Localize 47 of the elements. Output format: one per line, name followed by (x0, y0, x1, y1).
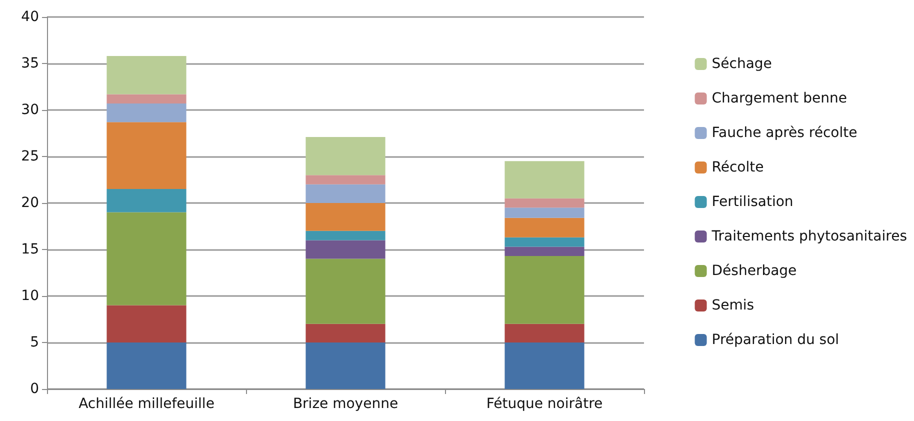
legend-label: Séchage (712, 56, 772, 72)
bar (504, 237, 584, 247)
bar (106, 122, 186, 190)
bar (306, 258, 386, 324)
bar (504, 161, 584, 198)
x-tick-label: Achillée millefeuille (78, 396, 214, 412)
bar (504, 198, 584, 208)
y-tick-label: 0 (30, 381, 39, 397)
bar (504, 256, 584, 324)
bar (306, 175, 386, 184)
bar (306, 184, 386, 203)
y-tick-label: 20 (21, 195, 39, 211)
bar (306, 136, 386, 176)
bar (504, 342, 584, 389)
legend-label: Récolte (712, 160, 764, 176)
bar (106, 189, 186, 212)
bar (106, 342, 186, 389)
bar (306, 342, 386, 389)
y-tick-label: 15 (21, 242, 39, 258)
legend-label: Traitements phytosanitaires (710, 228, 908, 244)
bar (306, 203, 386, 231)
bar (504, 208, 584, 218)
y-tick-label: 35 (21, 56, 39, 72)
bar (106, 94, 186, 104)
x-tick-label: Fétuque noirâtre (486, 396, 603, 412)
legend-label: Chargement benne (712, 90, 847, 106)
bar (106, 103, 186, 122)
x-tick-label: Brize moyenne (292, 396, 398, 412)
legend-label: Désherbage (712, 263, 797, 279)
legend-label: Fertilisation (712, 194, 794, 210)
bar (106, 305, 186, 342)
y-tick-label: 30 (21, 102, 39, 118)
y-tick-label: 25 (21, 148, 39, 164)
bar (504, 218, 584, 238)
legend-label: Semis (712, 298, 754, 314)
bar (306, 240, 386, 259)
bar (306, 324, 386, 342)
bar (504, 324, 584, 342)
legend-label: Fauche après récolte (712, 125, 858, 141)
y-tick-label: 5 (30, 334, 39, 350)
bar (106, 56, 186, 94)
bar (504, 246, 584, 256)
y-tick-label: 10 (21, 288, 39, 304)
bar (306, 230, 386, 240)
bar (106, 212, 186, 306)
legend-label: Préparation du sol (712, 332, 840, 348)
y-tick-label: 40 (21, 9, 39, 25)
